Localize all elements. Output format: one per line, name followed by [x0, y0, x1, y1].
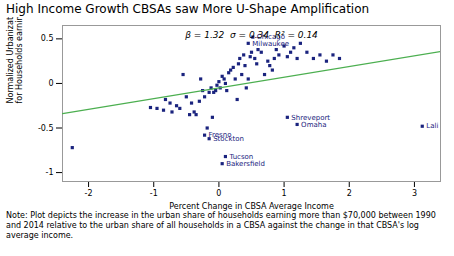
svg-text:Normalized Urbanization Sharef: Normalized Urbanization Sharefor Househo… [6, 17, 24, 104]
svg-text:-1: -1 [46, 168, 54, 177]
svg-text:-2: -2 [85, 189, 93, 198]
svg-text:-1: -1 [150, 189, 158, 198]
svg-text:3: 3 [412, 189, 417, 198]
svg-text:Omaha: Omaha [301, 121, 326, 129]
svg-text:Bakersfield: Bakersfield [226, 160, 265, 168]
html-text:High Income Growth CBSAs saw M: High Income Growth CBSAs saw More U-Shap… [6, 2, 370, 16]
html-text:Note: Plot depicts the increas: Note: Plot depicts the increase in the u… [6, 211, 436, 240]
svg-text:2: 2 [347, 189, 352, 198]
svg-text:0: 0 [216, 189, 221, 198]
svg-text:1: 1 [282, 189, 287, 198]
svg-text:β = 1.32 σ = 0.34 R² = 0.14: β = 1.32 σ = 0.34 R² = 0.14 [184, 30, 318, 40]
svg-text:Milwaukee: Milwaukee [252, 40, 289, 48]
svg-text:0.5: 0.5 [41, 34, 54, 43]
svg-text:Stockton: Stockton [213, 135, 244, 143]
svg-text:Shreveport: Shreveport [291, 113, 331, 122]
svg-text:-0.5: -0.5 [38, 124, 54, 133]
svg-text:Percent Change in CBSA Average: Percent Change in CBSA Average Income [169, 202, 334, 211]
svg-text:Tucson: Tucson [229, 152, 254, 161]
svg-text:0: 0 [48, 79, 53, 88]
svg-text:Lali: Lali [426, 122, 438, 130]
